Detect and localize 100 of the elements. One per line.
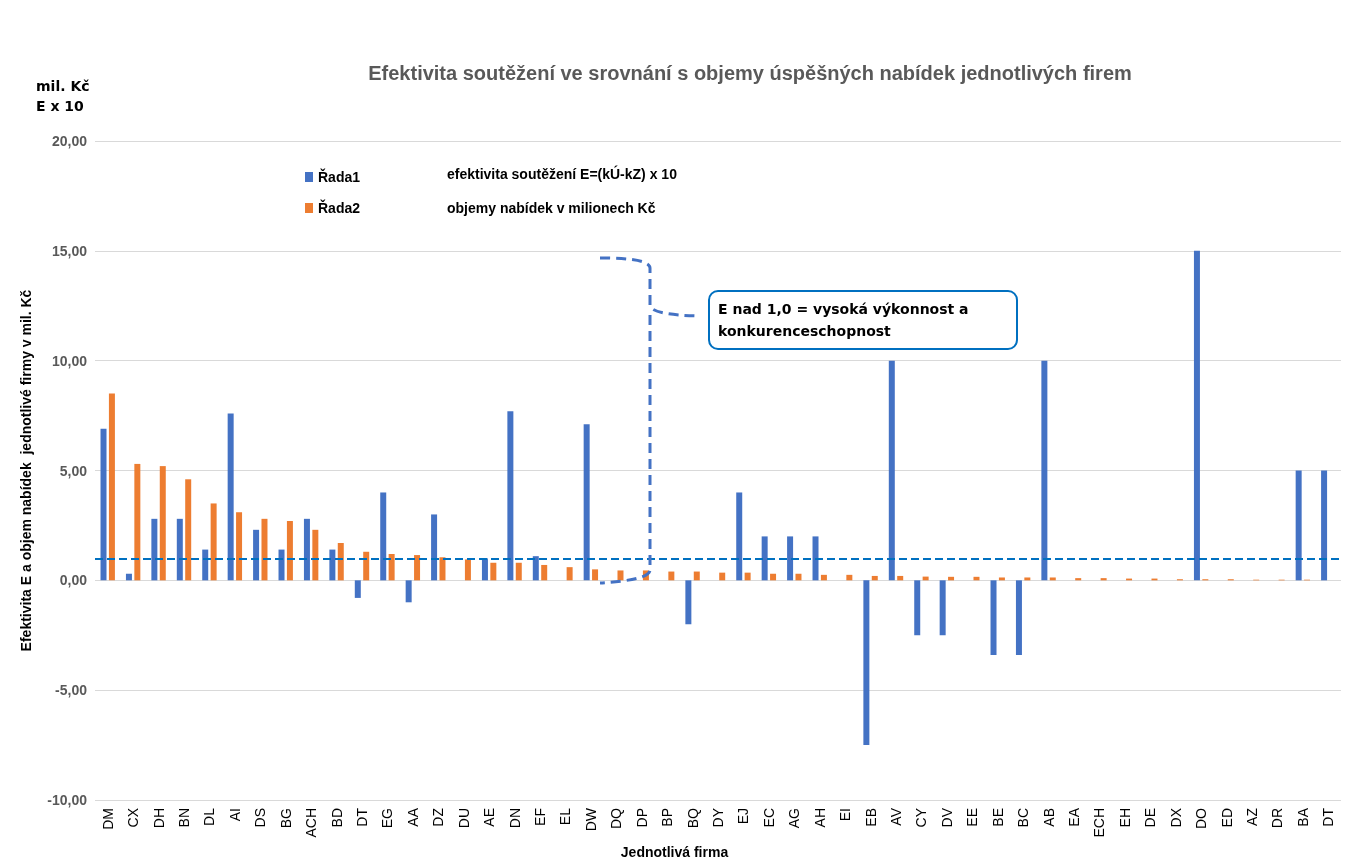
x-tick-label: DZ bbox=[430, 807, 447, 827]
bar bbox=[787, 536, 794, 581]
x-tick-label: BC bbox=[1015, 808, 1032, 828]
x-tick-label: AA bbox=[404, 807, 421, 827]
bar bbox=[1024, 577, 1031, 581]
bar bbox=[566, 567, 573, 581]
bar bbox=[820, 574, 827, 581]
y-tick-label: -5,00 bbox=[55, 682, 88, 699]
x-tick-label: DO bbox=[1193, 807, 1210, 829]
bar bbox=[736, 492, 743, 581]
bar bbox=[1321, 470, 1328, 581]
x-tick-label: EF bbox=[532, 808, 548, 826]
bar bbox=[693, 571, 700, 581]
x-tick-label: DX bbox=[1167, 807, 1184, 828]
x-tick-label: BG bbox=[277, 808, 294, 829]
bar bbox=[354, 580, 361, 598]
x-tick-label: EJ bbox=[735, 808, 752, 825]
bar bbox=[1041, 360, 1048, 581]
x-tick-label: DP bbox=[633, 808, 650, 828]
x-tick-label: AG bbox=[786, 808, 803, 829]
bar bbox=[685, 580, 692, 625]
x-tick-label: DU bbox=[455, 808, 472, 829]
bar bbox=[363, 551, 370, 581]
bar bbox=[744, 572, 751, 581]
x-tick-label: BD bbox=[328, 808, 345, 828]
bar bbox=[770, 573, 777, 581]
bar bbox=[312, 529, 319, 581]
bar bbox=[863, 580, 870, 746]
bar bbox=[490, 562, 497, 581]
bar bbox=[939, 580, 946, 636]
legend-label: Řada2 bbox=[318, 199, 361, 216]
bar bbox=[303, 518, 310, 581]
x-tick-label: ECH bbox=[1091, 808, 1108, 838]
x-tick-label: DN bbox=[506, 808, 523, 829]
x-tick-label: DL bbox=[201, 807, 218, 826]
bar bbox=[439, 557, 446, 581]
y-tick-label: 20,00 bbox=[51, 133, 88, 149]
x-tick-label: BP bbox=[659, 808, 676, 827]
y-tick-label: 10,00 bbox=[51, 352, 88, 369]
bar bbox=[541, 564, 548, 581]
bar bbox=[464, 559, 471, 581]
x-tick-label: CX bbox=[125, 807, 142, 828]
bar bbox=[337, 542, 344, 581]
bar bbox=[253, 529, 260, 581]
x-tick-label: DV bbox=[938, 807, 955, 828]
y-tick-label: 0,00 bbox=[59, 572, 88, 589]
bar bbox=[125, 573, 132, 581]
bar bbox=[1295, 470, 1302, 581]
x-tick-label: ED bbox=[1218, 808, 1235, 828]
bar bbox=[583, 424, 590, 581]
x-tick-label: EI bbox=[837, 808, 854, 822]
bar bbox=[1049, 577, 1056, 581]
bar bbox=[1100, 578, 1107, 581]
x-tick-label: EE bbox=[964, 808, 981, 827]
x-tick-label: ACH bbox=[303, 808, 320, 838]
x-tick-label: CY bbox=[913, 807, 930, 828]
y-tick-label: 5,00 bbox=[59, 462, 88, 479]
bar bbox=[914, 580, 921, 636]
bar bbox=[278, 549, 285, 581]
x-tick-label: EA bbox=[1066, 807, 1082, 827]
bar bbox=[329, 549, 336, 581]
bar bbox=[431, 514, 438, 581]
bar bbox=[871, 575, 878, 581]
y-tick-label: -10,00 bbox=[47, 792, 88, 808]
x-tick-label: BQ bbox=[684, 807, 701, 829]
chart-title: Efektivita soutěžení ve srovnání s objemy úspěšných nabídek jednotlivých firem bbox=[368, 62, 1132, 84]
text: mil. Kč E x 10 bbox=[36, 77, 90, 116]
x-axis-title: Jednotlivá firma bbox=[620, 844, 729, 860]
bar bbox=[159, 466, 166, 581]
x-tick-label: AZ bbox=[1244, 807, 1260, 826]
x-tick-label: DE bbox=[1142, 808, 1159, 828]
bar bbox=[846, 574, 853, 581]
bar bbox=[151, 518, 158, 581]
bar bbox=[990, 580, 997, 656]
bar bbox=[1075, 578, 1082, 581]
bar bbox=[888, 360, 895, 581]
x-tick-label: EH bbox=[1116, 808, 1133, 828]
bar bbox=[592, 569, 599, 581]
callout-box: E nad 1,0 = vysoká výkonnost a konkurenceschopnost bbox=[708, 290, 1018, 350]
x-tick-label: AV bbox=[888, 807, 904, 826]
bar bbox=[134, 463, 141, 581]
y-axis-title: Efektivita E a objem nabídek jednotlivé firmy v mil. Kč bbox=[18, 289, 34, 652]
x-tick-label: BN bbox=[176, 808, 192, 828]
bar bbox=[108, 393, 115, 581]
bar bbox=[515, 562, 522, 581]
x-tick-label: AH bbox=[811, 808, 828, 828]
bar bbox=[532, 556, 539, 581]
x-tick-label: AI bbox=[226, 808, 243, 822]
x-tick-label: DW bbox=[582, 807, 599, 832]
bar bbox=[176, 518, 183, 581]
bar bbox=[286, 521, 293, 581]
bar bbox=[261, 518, 268, 581]
x-tick-label: DH bbox=[150, 808, 167, 829]
bar bbox=[236, 512, 243, 581]
x-tick-label: AB bbox=[1040, 808, 1057, 827]
legend-label: Řada1 bbox=[318, 168, 361, 185]
bar bbox=[668, 571, 675, 581]
bar bbox=[210, 503, 217, 581]
bar bbox=[761, 536, 768, 581]
x-tick-label: DM bbox=[99, 808, 116, 830]
